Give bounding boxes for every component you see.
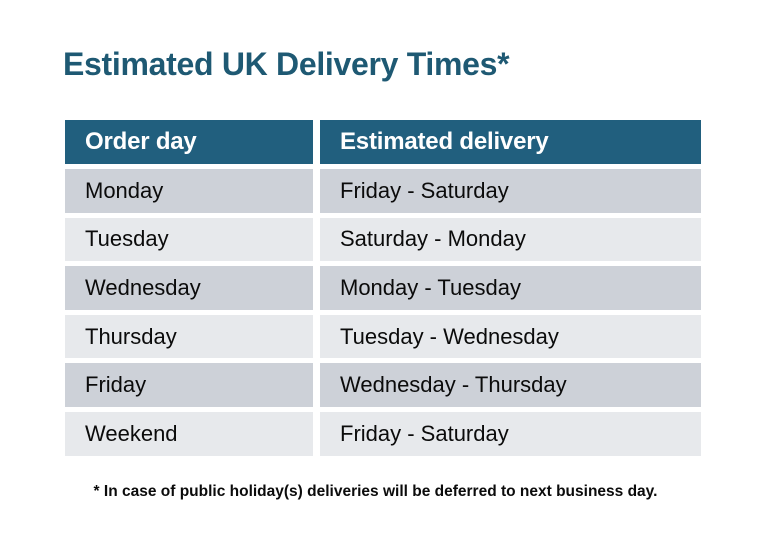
table-cell-order-day: Monday [65, 169, 313, 213]
table-cell-order-day: Friday [65, 363, 313, 407]
delivery-times-table: Order day Estimated delivery Monday Frid… [65, 120, 701, 456]
table-cell-order-day: Tuesday [65, 217, 313, 262]
table-cell-estimated-delivery: Wednesday - Thursday [320, 363, 701, 407]
public-holiday-footnote: * In case of public holiday(s) deliverie… [93, 483, 658, 500]
column-header-order-day: Order day [65, 120, 313, 164]
page-title: Estimated UK Delivery Times* [63, 46, 510, 82]
table-cell-estimated-delivery: Tuesday - Wednesday [320, 314, 701, 359]
table-cell-order-day: Weekend [65, 411, 313, 456]
table-cell-order-day: Thursday [65, 314, 313, 359]
table-cell-order-day: Wednesday [65, 266, 313, 310]
column-header-estimated-delivery: Estimated delivery [320, 120, 701, 164]
table-cell-estimated-delivery: Saturday - Monday [320, 217, 701, 262]
table-cell-estimated-delivery: Friday - Saturday [320, 169, 701, 213]
table-cell-estimated-delivery: Monday - Tuesday [320, 266, 701, 310]
table-cell-estimated-delivery: Friday - Saturday [320, 411, 701, 456]
